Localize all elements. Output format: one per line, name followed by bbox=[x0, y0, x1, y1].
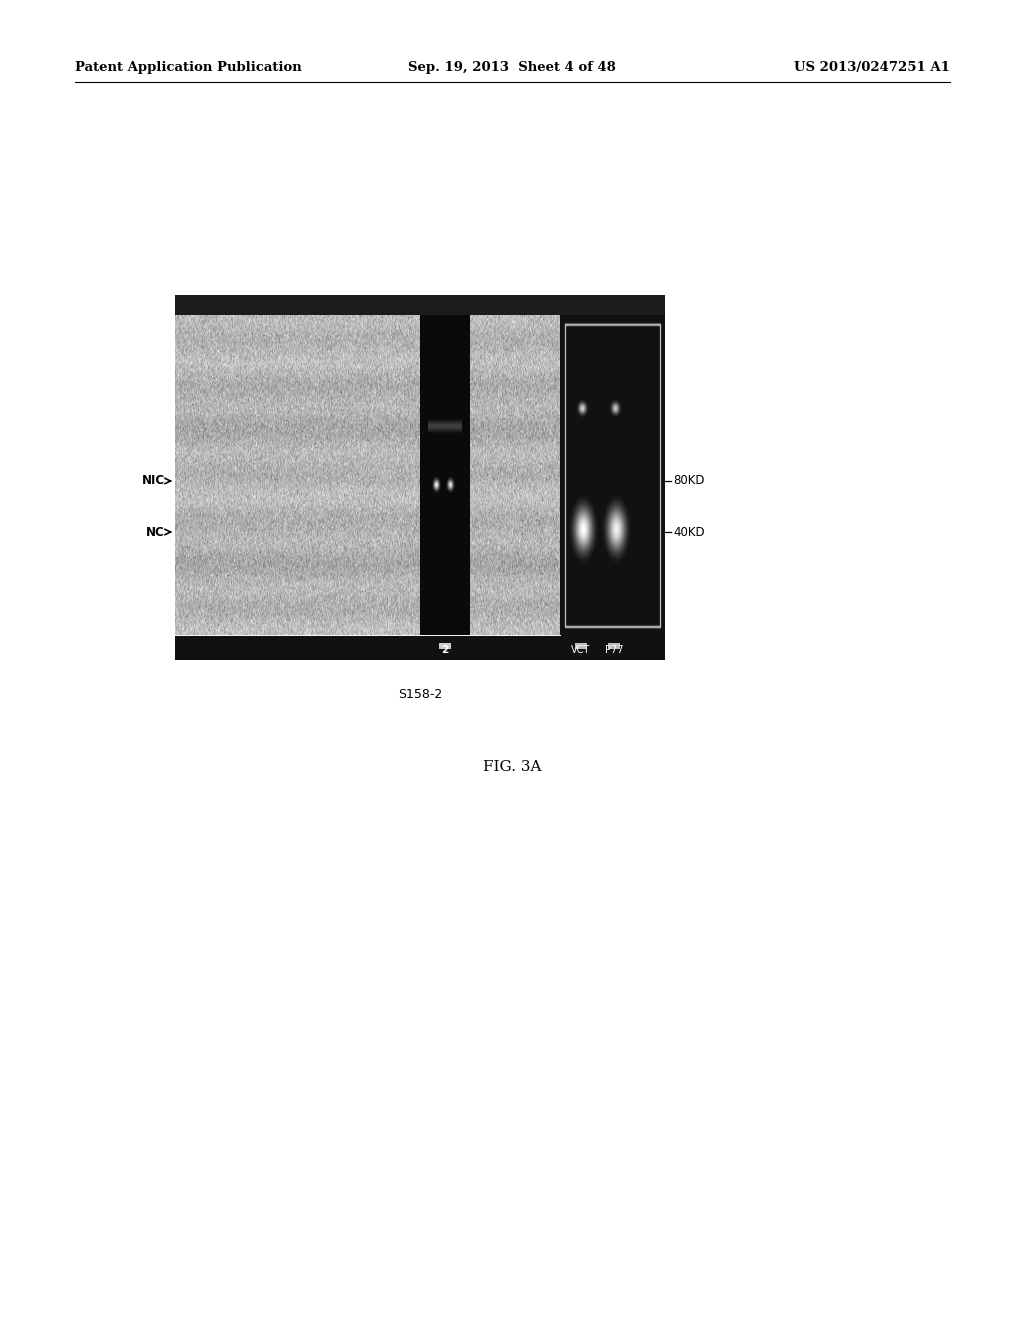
Text: S158-2: S158-2 bbox=[398, 688, 442, 701]
Bar bbox=[175, 294, 665, 660]
Text: 2: 2 bbox=[441, 645, 449, 655]
Text: Patent Application Publication: Patent Application Publication bbox=[75, 62, 302, 74]
Bar bbox=[608, 643, 620, 649]
Text: SW: SW bbox=[435, 322, 455, 333]
Text: VCT: VCT bbox=[571, 645, 591, 655]
Bar bbox=[439, 643, 451, 649]
Text: P77: P77 bbox=[605, 645, 624, 655]
Bar bbox=[570, 337, 582, 343]
Text: Sep. 19, 2013  Sheet 4 of 48: Sep. 19, 2013 Sheet 4 of 48 bbox=[408, 62, 616, 74]
Text: 55C4hr: 55C4hr bbox=[584, 337, 616, 346]
Text: NIC: NIC bbox=[142, 474, 165, 487]
Bar bbox=[575, 643, 587, 649]
Bar bbox=[570, 325, 582, 331]
Text: 37C4hr: 37C4hr bbox=[584, 325, 616, 334]
Text: US 2013/0247251 A1: US 2013/0247251 A1 bbox=[795, 62, 950, 74]
Text: 80KD: 80KD bbox=[673, 474, 705, 487]
Bar bbox=[175, 635, 665, 660]
Text: NC: NC bbox=[146, 525, 165, 539]
Text: FIG. 3A: FIG. 3A bbox=[482, 760, 542, 774]
Text: 40KD: 40KD bbox=[673, 525, 705, 539]
